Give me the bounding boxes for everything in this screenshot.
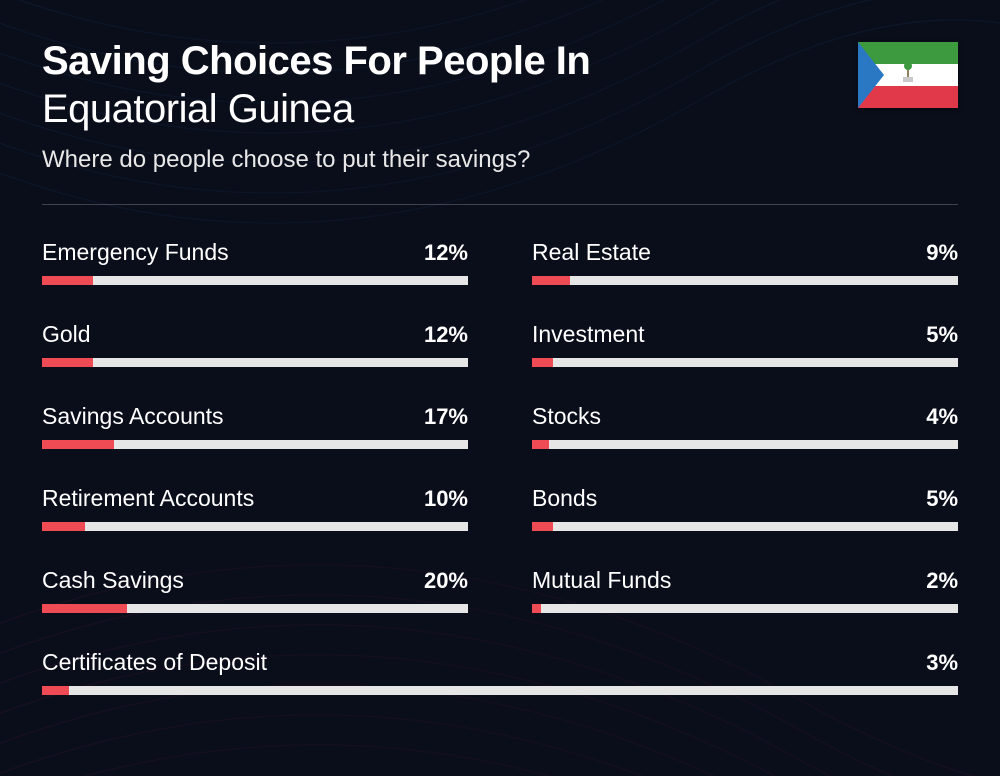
bar-label: Mutual Funds <box>532 567 671 594</box>
title-line-2: Equatorial Guinea <box>42 86 858 132</box>
bar-label: Real Estate <box>532 239 651 266</box>
bar-label: Retirement Accounts <box>42 485 254 512</box>
bar-track <box>532 440 958 449</box>
bar-label: Gold <box>42 321 91 348</box>
bar-item: Cash Savings 20% <box>42 567 468 613</box>
bar-value: 20% <box>424 568 468 594</box>
bar-fill <box>42 358 93 367</box>
subtitle: Where do people choose to put their savi… <box>42 146 858 174</box>
bar-label: Cash Savings <box>42 567 184 594</box>
bar-value: 4% <box>926 404 958 430</box>
bar-track <box>42 276 468 285</box>
bar-item: Stocks 4% <box>532 403 958 449</box>
flag-equatorial-guinea <box>858 42 958 108</box>
bar-label: Bonds <box>532 485 597 512</box>
bar-value: 17% <box>424 404 468 430</box>
bar-fill <box>42 522 85 531</box>
bar-fill <box>532 276 570 285</box>
bar-item: Certificates of Deposit 3% <box>42 649 958 695</box>
bar-track <box>532 276 958 285</box>
bar-label: Certificates of Deposit <box>42 649 267 676</box>
bar-value: 12% <box>424 240 468 266</box>
bar-label: Investment <box>532 321 645 348</box>
bar-fill <box>42 604 127 613</box>
bar-item: Mutual Funds 2% <box>532 567 958 613</box>
bar-track <box>42 604 468 613</box>
bar-fill <box>532 522 553 531</box>
bar-item: Savings Accounts 17% <box>42 403 468 449</box>
title-line-1: Saving Choices For People In <box>42 38 858 84</box>
bar-fill <box>42 276 93 285</box>
bar-track <box>532 522 958 531</box>
bar-value: 5% <box>926 322 958 348</box>
bar-label: Savings Accounts <box>42 403 224 430</box>
bar-item: Gold 12% <box>42 321 468 367</box>
bar-value: 3% <box>926 650 958 676</box>
bar-track <box>42 440 468 449</box>
bar-item: Bonds 5% <box>532 485 958 531</box>
bar-track <box>42 686 958 695</box>
bar-fill <box>532 358 553 367</box>
bar-value: 10% <box>424 486 468 512</box>
bar-track <box>42 522 468 531</box>
bar-value: 2% <box>926 568 958 594</box>
bar-track <box>532 604 958 613</box>
bar-fill <box>532 440 549 449</box>
bar-track <box>532 358 958 367</box>
header: Saving Choices For People In Equatorial … <box>42 38 958 174</box>
bar-item: Retirement Accounts 10% <box>42 485 468 531</box>
bar-fill <box>532 604 541 613</box>
bars-grid: Emergency Funds 12% Real Estate 9% Gold 12% In… <box>42 239 958 695</box>
bar-label: Stocks <box>532 403 601 430</box>
bar-item: Investment 5% <box>532 321 958 367</box>
bar-fill <box>42 686 69 695</box>
bar-value: 5% <box>926 486 958 512</box>
bar-item: Emergency Funds 12% <box>42 239 468 285</box>
bar-value: 12% <box>424 322 468 348</box>
bar-value: 9% <box>926 240 958 266</box>
bar-track <box>42 358 468 367</box>
bar-item: Real Estate 9% <box>532 239 958 285</box>
bar-fill <box>42 440 114 449</box>
bar-label: Emergency Funds <box>42 239 229 266</box>
divider <box>42 204 958 205</box>
